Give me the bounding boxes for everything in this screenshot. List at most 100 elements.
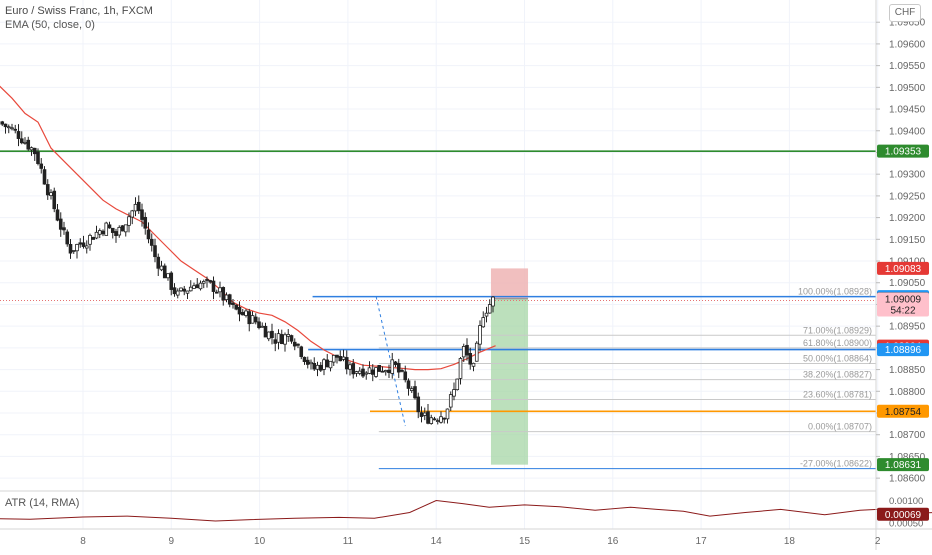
candle-body	[237, 306, 242, 315]
fib-level-label: -27.00%(1.08622)	[800, 459, 872, 469]
candle-body	[224, 294, 229, 300]
candle-body	[406, 380, 411, 389]
time-tick-label: 16	[607, 536, 619, 547]
candle-body	[416, 396, 421, 413]
candle-body	[331, 354, 336, 363]
time-tick-label: 15	[519, 536, 531, 547]
candle-body	[42, 169, 47, 185]
candle-body	[169, 272, 174, 290]
candle-body	[159, 265, 164, 271]
candle-body	[36, 151, 40, 164]
candle-body	[354, 371, 359, 374]
candle-body	[383, 370, 388, 373]
stop-loss-zone	[490, 268, 529, 299]
candle-body	[117, 226, 122, 236]
fib-level-label: 100.00%(1.08928)	[798, 287, 872, 297]
ema-line	[0, 85, 496, 371]
candle-body	[240, 312, 245, 316]
price-tick-label: 1.08650	[889, 452, 926, 463]
candle-body	[445, 408, 450, 420]
candle-body	[312, 362, 317, 370]
candle-body	[409, 388, 414, 391]
price-tick-label: 1.09150	[889, 235, 926, 246]
candle-body	[396, 363, 401, 373]
candle-body	[214, 291, 219, 294]
candle-body	[260, 325, 265, 328]
time-tick-label: 10	[254, 536, 266, 547]
candle-body	[13, 128, 18, 131]
candle-body	[39, 163, 44, 169]
candle-body	[478, 325, 482, 345]
candle-body	[136, 201, 141, 212]
price-tag-label: 1.09009	[885, 295, 922, 306]
candle-body	[390, 359, 395, 374]
ema-legend[interactable]: EMA (50, close, 0)	[5, 19, 95, 31]
time-tick-label: 17	[696, 536, 708, 547]
candle-body	[88, 234, 92, 245]
candle-body	[188, 286, 193, 292]
candle-body	[458, 358, 463, 379]
candle-body	[97, 230, 102, 235]
candle-body	[400, 369, 404, 372]
candle-body	[211, 280, 216, 292]
candle-body	[364, 372, 369, 375]
candle-body	[367, 367, 372, 374]
candle-body	[140, 209, 144, 220]
candle-body	[23, 141, 27, 144]
candle-body	[299, 346, 304, 357]
time-tick-label: 8	[80, 536, 86, 547]
candle-body	[474, 342, 479, 362]
price-tick-label: 1.08950	[889, 322, 926, 333]
candle-body	[328, 360, 333, 369]
price-tick-label: 1.09050	[889, 278, 926, 289]
candle-body	[429, 417, 434, 424]
atr-legend[interactable]: ATR (14, RMA)	[5, 497, 80, 509]
candle-body	[273, 339, 278, 344]
fib-level-label: 50.00%(1.08864)	[803, 354, 872, 364]
time-tick-label: 18	[784, 536, 796, 547]
candle-body	[361, 368, 365, 377]
candle-body	[146, 229, 151, 240]
candle-body	[302, 356, 307, 362]
currency-button[interactable]: CHF	[889, 4, 921, 22]
price-tag-label: 1.08631	[885, 460, 922, 471]
candle-body	[84, 245, 89, 249]
candle-body	[149, 238, 154, 246]
price-tag-label: 1.09083	[885, 264, 922, 275]
candle-body	[422, 412, 427, 416]
symbol-legend[interactable]: Euro / Swiss Franc, 1h, FXCM	[5, 5, 153, 17]
candle-body	[68, 244, 73, 254]
candle-body	[45, 184, 50, 196]
candle-body	[276, 333, 281, 343]
candle-body	[253, 316, 258, 323]
candle-body	[442, 417, 447, 420]
candle-body	[192, 285, 196, 289]
candle-body	[172, 287, 177, 295]
candle-body	[455, 378, 460, 391]
candle-body	[32, 147, 37, 155]
candle-body	[309, 361, 313, 365]
candle-body	[419, 412, 424, 417]
time-tick-label: 9	[169, 536, 175, 547]
atr-line	[0, 499, 932, 522]
candle-body	[335, 354, 339, 358]
candle-body	[62, 227, 66, 231]
price-tag	[877, 144, 929, 158]
candle-body	[305, 359, 310, 365]
candle-body	[201, 281, 206, 284]
candle-body	[208, 280, 213, 283]
candle-body	[471, 362, 476, 367]
candle-body	[110, 227, 115, 233]
candle-body	[205, 279, 209, 281]
price-tick-label: 1.09550	[889, 61, 926, 72]
candle-body	[279, 334, 284, 345]
candle-body	[231, 302, 235, 305]
candle-body	[55, 209, 60, 221]
price-tick-label: 1.09450	[889, 105, 926, 116]
candle-body	[341, 356, 346, 360]
atr-value-tag	[877, 507, 929, 521]
candle-body	[114, 231, 118, 237]
candle-body	[393, 361, 398, 365]
